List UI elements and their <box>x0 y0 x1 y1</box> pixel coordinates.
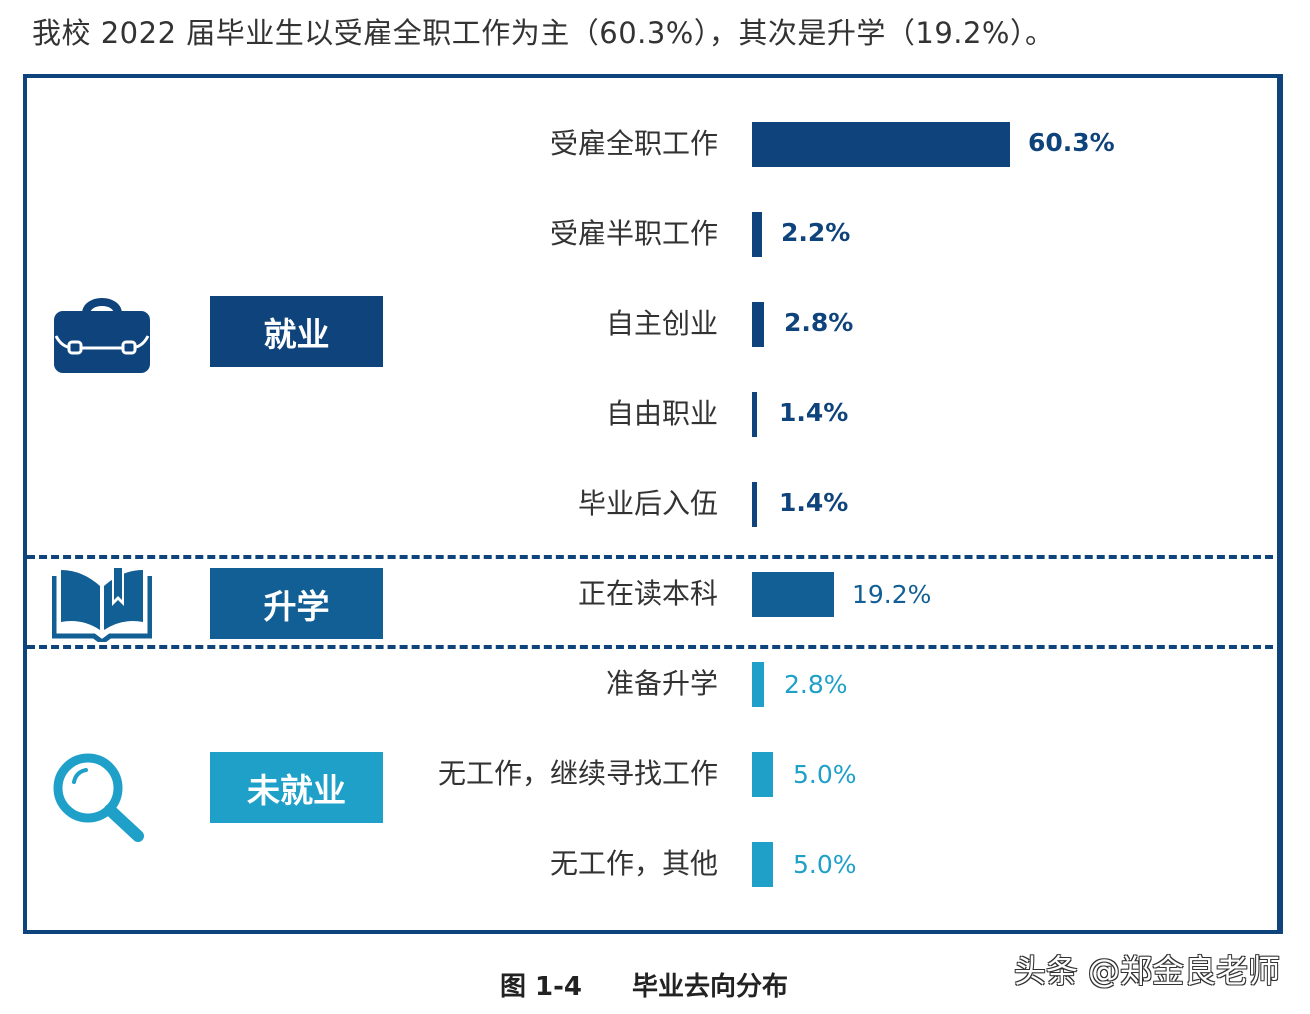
bar-value: 5.0% <box>793 850 857 879</box>
figure-number: 图 1-4 <box>500 972 583 1002</box>
bar-value: 2.8% <box>784 308 854 337</box>
row-label: 正在读本科 <box>577 577 718 610</box>
book-icon <box>52 568 152 642</box>
headline: 我校 2022 届毕业生以受雇全职工作为主（60.3%），其次是升学（19.2%… <box>32 16 1055 50</box>
figure-title: 毕业去向分布 <box>632 972 789 1002</box>
bar-value: 2.2% <box>781 218 851 247</box>
bar <box>752 482 757 527</box>
chart-frame <box>23 74 1283 934</box>
bar <box>752 842 773 887</box>
watermark: 头条 @郑金良老师 <box>1013 952 1280 990</box>
row-label: 受雇全职工作 <box>549 127 718 160</box>
briefcase-icon <box>54 298 150 373</box>
bar-value: 1.4% <box>779 398 849 427</box>
row-label: 无工作，继续寻找工作 <box>437 757 718 790</box>
bar <box>752 572 834 617</box>
bar-value: 5.0% <box>793 760 857 789</box>
bar-value: 1.4% <box>779 488 849 517</box>
bar <box>752 662 764 707</box>
bar <box>752 392 757 437</box>
bar-value: 60.3% <box>1028 128 1115 157</box>
divider-dashed-top <box>27 555 1273 559</box>
row-label: 无工作，其他 <box>549 847 718 880</box>
bar <box>752 122 1010 167</box>
bar-value: 19.2% <box>852 580 932 609</box>
bar-value: 2.8% <box>784 670 848 699</box>
row-label: 自主创业 <box>605 307 718 340</box>
row-label: 毕业后入伍 <box>577 487 718 520</box>
row-label: 准备升学 <box>605 667 718 700</box>
bar <box>752 752 773 797</box>
category-unemployed: 未就业 <box>210 752 383 823</box>
row-label: 受雇半职工作 <box>549 217 718 250</box>
magnifier-icon <box>53 753 144 842</box>
bar <box>752 212 762 257</box>
row-label: 自由职业 <box>605 397 718 430</box>
category-employment: 就业 <box>210 296 383 367</box>
bar <box>752 302 764 347</box>
divider-dashed-bottom <box>27 645 1273 649</box>
category-further-study: 升学 <box>210 568 383 639</box>
